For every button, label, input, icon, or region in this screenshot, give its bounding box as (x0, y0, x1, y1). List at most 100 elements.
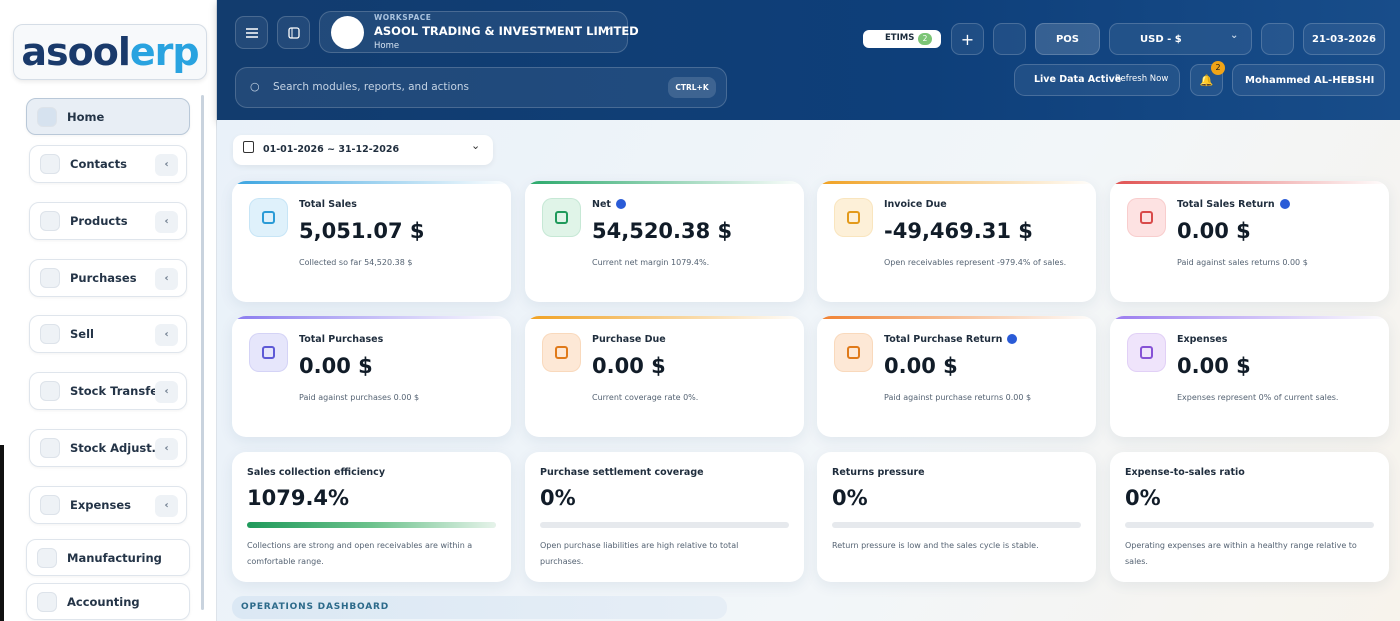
calculator-button[interactable] (1261, 23, 1294, 55)
menu-label: Products (70, 214, 128, 228)
shortcut-badge: CTRL+K (668, 77, 716, 98)
metric-note: Return pressure is low and the sales cyc… (832, 541, 1039, 550)
card-note: Current coverage rate 0%. (592, 393, 699, 402)
metric-card: Returns pressure 0% Return pressure is low… (817, 452, 1096, 582)
menu-chevron[interactable]: ‹ (155, 495, 178, 517)
live-status: Live Data Active Refresh Now (1014, 64, 1180, 96)
card-icon-glyph (555, 211, 568, 224)
user-menu[interactable]: Mohammed AL-HEBSHI (1232, 64, 1385, 96)
menu-chevron[interactable]: ‹ (155, 438, 178, 460)
menu-item[interactable]: Purchases ‹ (29, 259, 187, 297)
scrollbar (201, 95, 204, 610)
pos-button[interactable]: POS (1035, 23, 1100, 55)
search-placeholder: Search modules, reports, and actions (273, 81, 470, 93)
menu-icon (40, 438, 60, 458)
metric-title: Returns pressure (832, 467, 925, 478)
menu-label: Stock Adjust… (70, 441, 164, 455)
stat-card: Total Purchase Return 0.00 $ Paid against … (817, 316, 1096, 437)
calculator-button[interactable] (993, 23, 1026, 55)
menu-item[interactable]: Contacts ‹ (29, 145, 187, 183)
workspace-label: WORKSPACE (374, 13, 432, 22)
sidebar: asoolerp Home Contacts ‹ Products ‹ Purchases… (0, 0, 217, 621)
menu-item[interactable]: Accounting (26, 583, 190, 620)
logo[interactable]: asoolerp (13, 24, 207, 80)
search-icon: ○ (250, 80, 260, 93)
card-icon (249, 333, 288, 372)
menu-item[interactable]: Sell ‹ (29, 315, 187, 353)
card-icon (1127, 333, 1166, 372)
add-button[interactable]: + (951, 23, 984, 55)
card-icon (834, 198, 873, 237)
menu-icon (37, 106, 57, 127)
card-note: Current net margin 1079.4%. (592, 258, 710, 267)
card-icon-glyph (847, 346, 860, 359)
search-box[interactable]: Search modules, reports, and actions ○ CTR… (235, 67, 727, 108)
card-icon-glyph (1140, 346, 1153, 359)
card-accent (232, 316, 511, 319)
card-title: Purchase Due (592, 334, 666, 345)
menu-item[interactable]: Manufacturing (26, 539, 190, 576)
card-icon (542, 198, 581, 237)
currency-select[interactable]: USD - $ ⌄ (1109, 23, 1252, 55)
section-title: OPERATIONS DASHBOARD (241, 602, 389, 612)
card-icon-glyph (555, 346, 568, 359)
etims-badge[interactable]: ETIMS 2 (863, 30, 941, 48)
menu-chevron[interactable]: ‹ (155, 324, 178, 346)
section-header: OPERATIONS DASHBOARD (232, 596, 727, 619)
card-value: 0.00 $ (299, 354, 373, 378)
company-logo (331, 16, 364, 49)
card-icon (834, 333, 873, 372)
metric-card: Expense-to-sales ratio 0% Operating expens… (1110, 452, 1389, 582)
menu-chevron[interactable]: ‹ (155, 154, 178, 176)
menu-label: Accounting (67, 594, 140, 609)
menu-item[interactable]: Home (26, 98, 190, 135)
menu-item[interactable]: Stock Adjust… ‹ (29, 429, 187, 467)
card-accent (1110, 181, 1389, 184)
dropdown-chevron: ⌄ (471, 139, 481, 152)
info-icon[interactable] (1280, 199, 1290, 209)
metric-card: Sales collection efficiency 1079.4% Collec… (232, 452, 511, 582)
dropdown-chevron: ⌄ (604, 22, 613, 33)
menu-chevron[interactable]: ‹ (155, 211, 178, 233)
stat-card: Expenses 0.00 $ Expenses represent 0% of c… (1110, 316, 1389, 437)
edge (0, 445, 4, 621)
stat-card: Total Purchases 0.00 $ Paid against purcha… (232, 316, 511, 437)
select-chevron: ⌄ (1230, 30, 1239, 41)
layout-button[interactable] (277, 16, 310, 49)
stat-card: Net 54,520.38 $ Current net margin 1079.4%… (525, 181, 804, 302)
date-display[interactable]: 21-03-2026 (1303, 23, 1385, 55)
menu-icon (40, 324, 60, 344)
menu-chevron[interactable]: ‹ (155, 268, 178, 290)
menu-button[interactable] (235, 16, 268, 49)
card-icon-glyph (1140, 211, 1153, 224)
workspace-switcher[interactable]: WORKSPACE ASOOL TRADING & INVESTMENT LIMI… (319, 11, 639, 53)
card-accent (525, 181, 804, 184)
stat-card: Invoice Due -49,469.31 $ Open receivables … (817, 181, 1096, 302)
menu-label: Sell (70, 327, 94, 341)
metric-title: Purchase settlement coverage (540, 467, 704, 478)
date-filter[interactable]: 01-01-2026 ~ 31-12-2026 ⌄ (233, 135, 493, 165)
card-note: Collected so far 54,520.38 $ (299, 258, 413, 267)
card-icon (542, 333, 581, 372)
menu-item[interactable]: Expenses ‹ (29, 486, 187, 524)
refresh-link[interactable]: Refresh Now (1115, 74, 1169, 84)
menu-label: Home (67, 109, 105, 124)
card-note: Paid against purchases 0.00 $ (299, 393, 420, 402)
menu-label: Manufacturing (67, 550, 162, 565)
menu-chevron[interactable]: ‹ (155, 381, 178, 403)
card-title: Net (592, 199, 611, 210)
card-value: 0.00 $ (592, 354, 666, 378)
stat-card: Purchase Due 0.00 $ Current coverage rate … (525, 316, 804, 437)
info-icon[interactable] (616, 199, 626, 209)
menu-item[interactable]: Products ‹ (29, 202, 187, 240)
progress-track (540, 522, 789, 528)
info-icon[interactable] (1007, 334, 1017, 344)
card-title: Invoice Due (884, 199, 947, 210)
card-accent (232, 181, 511, 184)
metric-note: Operating expenses are within a healthy … (1125, 541, 1357, 566)
menu-icon (37, 591, 57, 612)
metric-note: Collections are strong and open receivab… (247, 541, 473, 566)
menu-item[interactable]: Stock Transfers ‹ (29, 372, 187, 410)
stat-card: Total Sales 5,051.07 $ Collected so far 54… (232, 181, 511, 302)
card-title: Total Purchases (299, 334, 384, 345)
